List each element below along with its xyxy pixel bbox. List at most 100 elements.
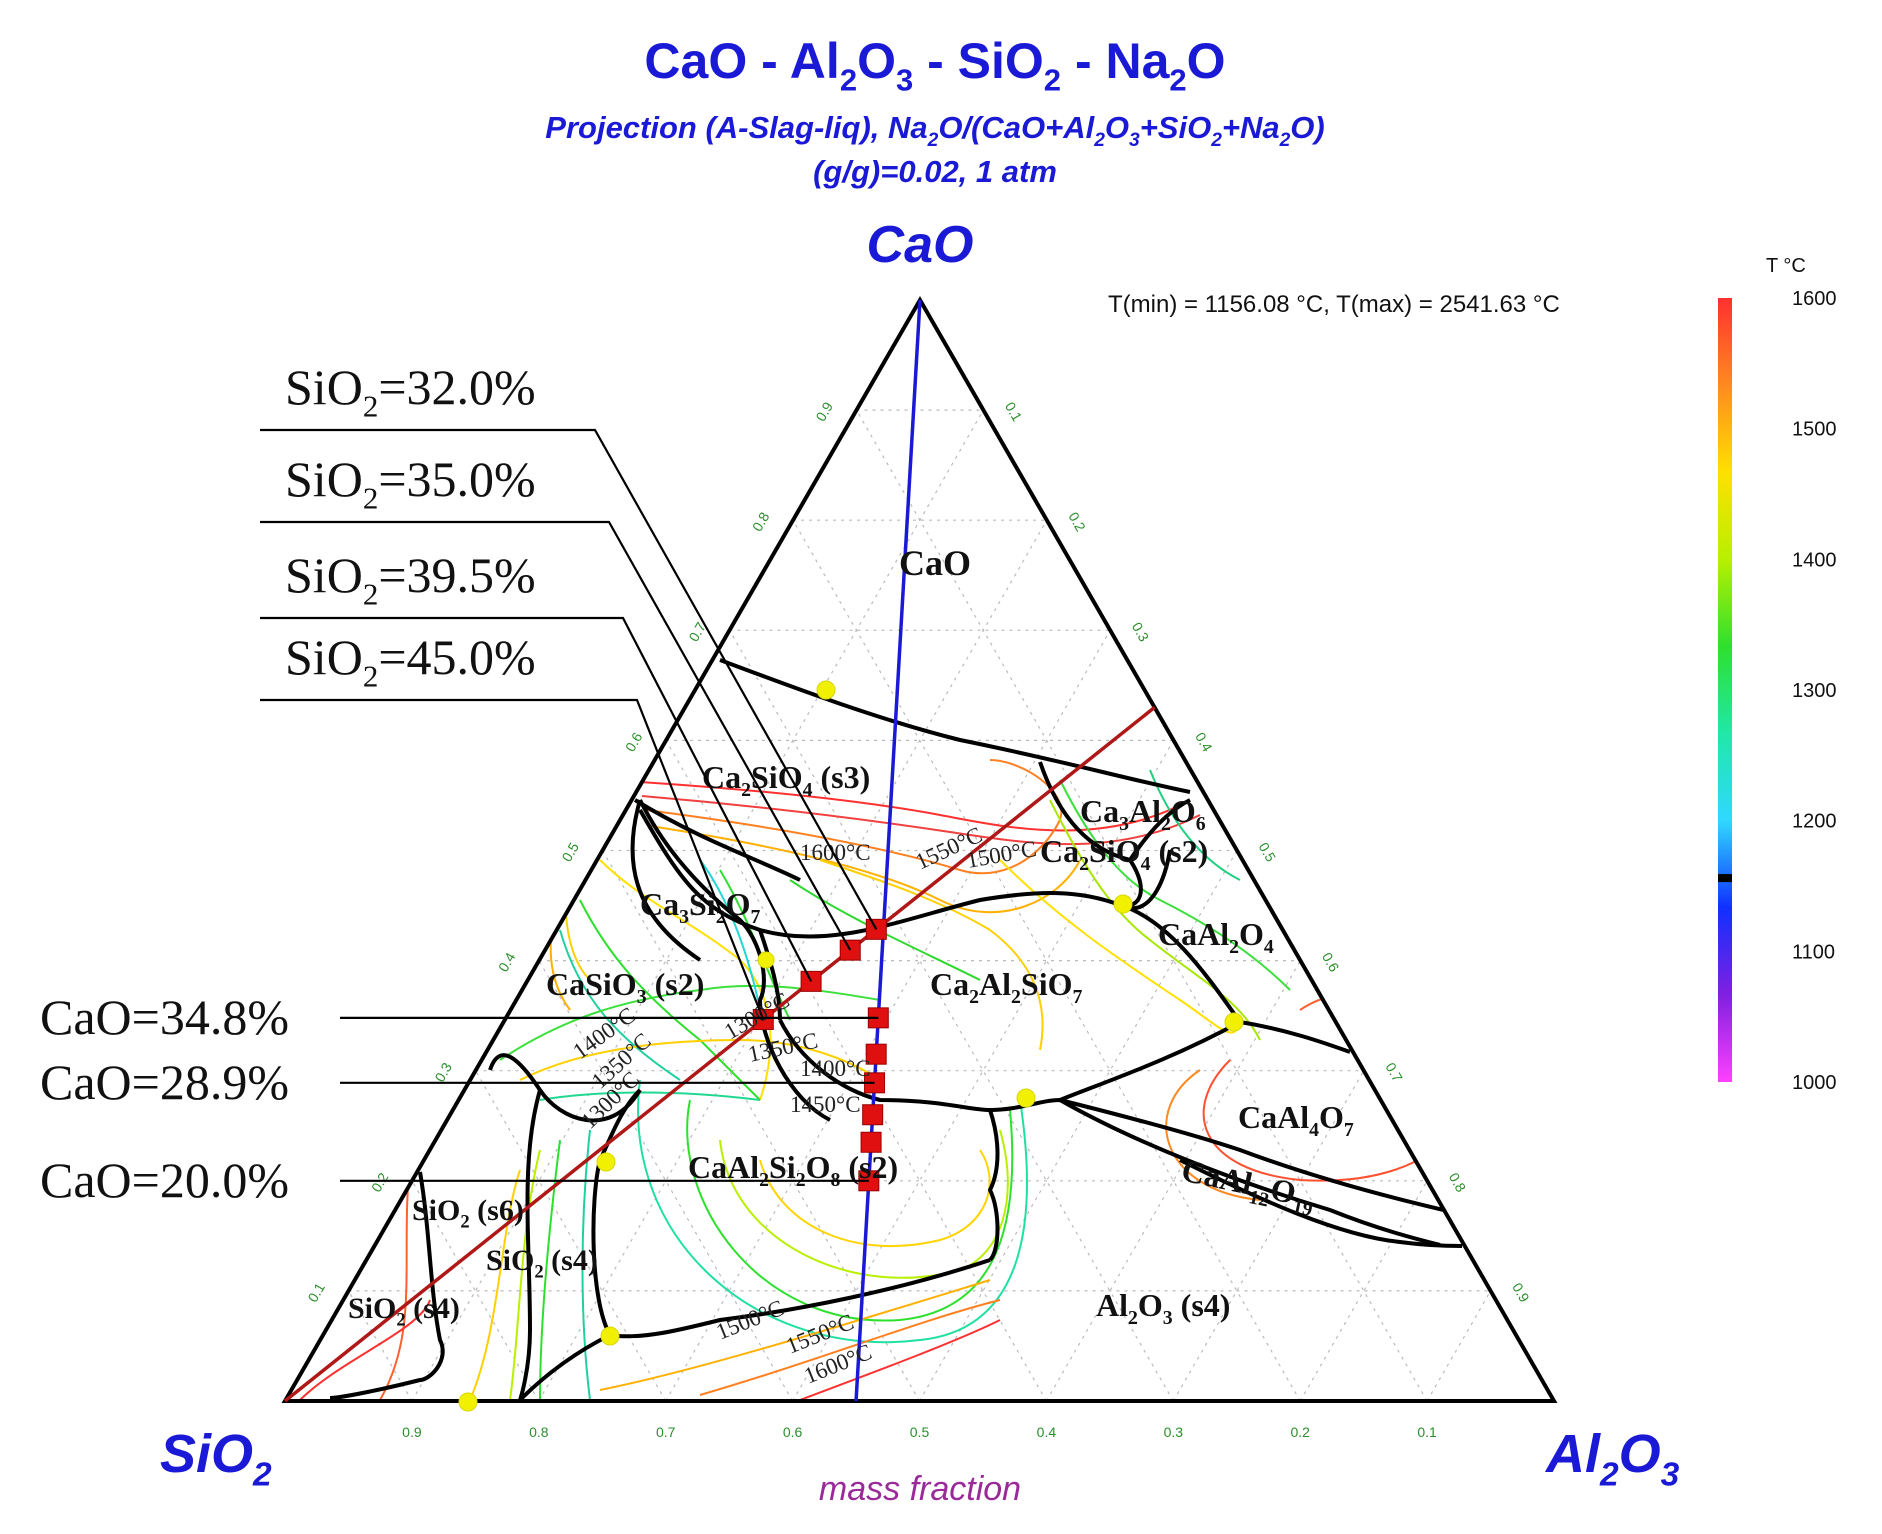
boundary-ca6 (1059, 1098, 1441, 1247)
tick-label-bottom: 0.6 (783, 1424, 803, 1440)
boundary-anorthite-bottom (609, 1258, 991, 1339)
callout-leader (260, 520, 852, 951)
grid-line (347, 1290, 413, 1402)
ternary-triangle (281, 295, 1558, 1403)
boundary-cao (719, 658, 1191, 794)
tick-label-bottom: 0.2 (1290, 1424, 1310, 1440)
phase-label-c2s: Ca2SiO4 (s3) (702, 759, 870, 801)
boundary-c3a-b (1128, 798, 1191, 862)
colorbar-gradient (1718, 298, 1732, 1082)
boundary-c3s2 (758, 929, 782, 1021)
invariant-point (1016, 1088, 1036, 1108)
section-lines (283, 299, 1156, 1403)
tick-label-left: 0.8 (749, 509, 773, 534)
phase-label-c3a: Ca3Al2O6 (1080, 793, 1206, 835)
isotherm-left-3 (539, 1139, 561, 1401)
colorbar-marker (1718, 874, 1732, 883)
isotherm-ca2-1 (1299, 994, 1391, 1011)
callout-leader (260, 616, 813, 982)
colorbar: T °C 1600 1500 1400 1300 1200 1100 1000 (1718, 255, 1837, 1094)
boundary-anorthite-left (591, 1088, 642, 1336)
phase-label-c2as: Ca2Al2SiO7 (930, 966, 1082, 1008)
boundary-c2as-right (1059, 1020, 1241, 1102)
tick-label-right: 0.9 (1509, 1280, 1533, 1305)
phase-label-silica-s4-b: SiO2 (s4) (348, 1292, 460, 1331)
grid-line (1426, 1290, 1492, 1402)
boundary-silica-s6 (518, 1333, 611, 1401)
isotherm-1600-top-b (641, 795, 1201, 846)
tick-label-left: 0.6 (622, 729, 646, 754)
isotherm-label: 1400°C (800, 1056, 871, 1081)
tick-label-right: 0.7 (1382, 1060, 1406, 1085)
tick-label-bottom: 0.7 (656, 1424, 676, 1440)
callout-label-silica: SiO2=35.0% (285, 451, 536, 516)
isotherm-label: 1450°C (790, 1092, 861, 1117)
tick-label-bottom: 0.4 (1037, 1424, 1057, 1440)
isotherm-label: 1500°C (713, 1295, 788, 1345)
data-point (865, 1043, 887, 1065)
isotherm-right-2 (1049, 799, 1261, 1041)
phase-label-cao: CaO (899, 543, 971, 583)
temperature-range: T(min) = 1156.08 °C, T(max) = 2541.63 °C (1108, 291, 1560, 318)
isotherms (299, 759, 1441, 1401)
callout-label-silica: SiO2=32.0% (285, 359, 536, 424)
isotherm-cs-4 (499, 984, 881, 1061)
apex-label-top: CaO (867, 216, 974, 274)
grid-line (411, 1180, 540, 1402)
boundary-c3a (1038, 761, 1143, 908)
boundary-cs-c3s2 (630, 799, 702, 962)
tick-label-left: 0.3 (431, 1060, 455, 1085)
callout-label-lime: CaO=34.8% (40, 989, 289, 1045)
colorbar-tick-label: 1500 (1792, 419, 1837, 441)
phase-label-cs: CaSiO3 (s2) (546, 966, 704, 1008)
boundary-silica-mid (518, 1089, 542, 1401)
invariant-point (1113, 894, 1133, 914)
tick-label-right: 0.4 (1192, 729, 1216, 754)
isotherm-c3s2-1 (699, 859, 761, 1011)
colorbar-tick-label: 1100 (1792, 941, 1835, 963)
boundary-c2s-upper (633, 798, 801, 882)
invariant-point (596, 1152, 616, 1172)
grid-line (538, 519, 1048, 1402)
tick-label-left: 0.9 (812, 399, 836, 424)
grid-line (918, 850, 1238, 1402)
isotherm-silica-2 (299, 1299, 431, 1401)
tick-label-right: 0.2 (1065, 509, 1089, 534)
boundary-silica-left (329, 1171, 445, 1400)
grid-line (855, 409, 1428, 1402)
isotherm-label: 1600°C (800, 840, 871, 865)
colorbar-title: T °C (1766, 255, 1806, 277)
callouts: SiO2=32.0% SiO2=35.0% SiO2=39.5% SiO2=45.0%… (40, 359, 879, 1208)
boundary-cs-c2as (778, 1019, 991, 1112)
grid-line (601, 850, 921, 1402)
tick-label-bottom: 0.1 (1417, 1424, 1437, 1440)
isotherm-1500-bottom (599, 1279, 991, 1391)
invariant-point (600, 1326, 620, 1346)
boundary-c2s-lower (638, 809, 1121, 939)
colorbar-tick-label: 1400 (1792, 549, 1837, 571)
isotherm-1550-bottom (699, 1299, 1001, 1396)
colorbar-tick-label: 1000 (1792, 1072, 1837, 1094)
tick-label-bottom: 0.9 (402, 1424, 422, 1440)
callout-label-lime: CaO=20.0% (40, 1152, 289, 1208)
callout-label-lime: CaO=28.9% (40, 1054, 289, 1110)
tick-label-bottom: 0.5 (910, 1424, 930, 1440)
tick-label-right: 0.3 (1129, 619, 1153, 644)
section-line (854, 299, 922, 1402)
boundary-anorthite-right (988, 1109, 1000, 1262)
isotherm-cs-6 (539, 1091, 761, 1101)
colorbar-tick-label: 1600 (1792, 288, 1837, 310)
tick-label-left: 0.4 (495, 949, 519, 974)
section-line (283, 706, 1156, 1403)
callout-leader (260, 428, 878, 930)
isotherm-cs-2 (579, 899, 761, 1101)
invariant-point (1224, 1012, 1244, 1032)
isotherm-left-1 (469, 1169, 521, 1401)
isotherm-1500-top (649, 825, 1081, 914)
tick-label-right: 0.5 (1256, 840, 1280, 865)
tick-label-left: 0.5 (558, 839, 582, 864)
boundary-ca6-lower (1179, 1158, 1463, 1248)
grid-line (411, 409, 984, 1402)
phase-label-silica-s4-a: SiO2 (s4) (486, 1244, 598, 1283)
tick-label-bottom: 0.3 (1164, 1424, 1184, 1440)
